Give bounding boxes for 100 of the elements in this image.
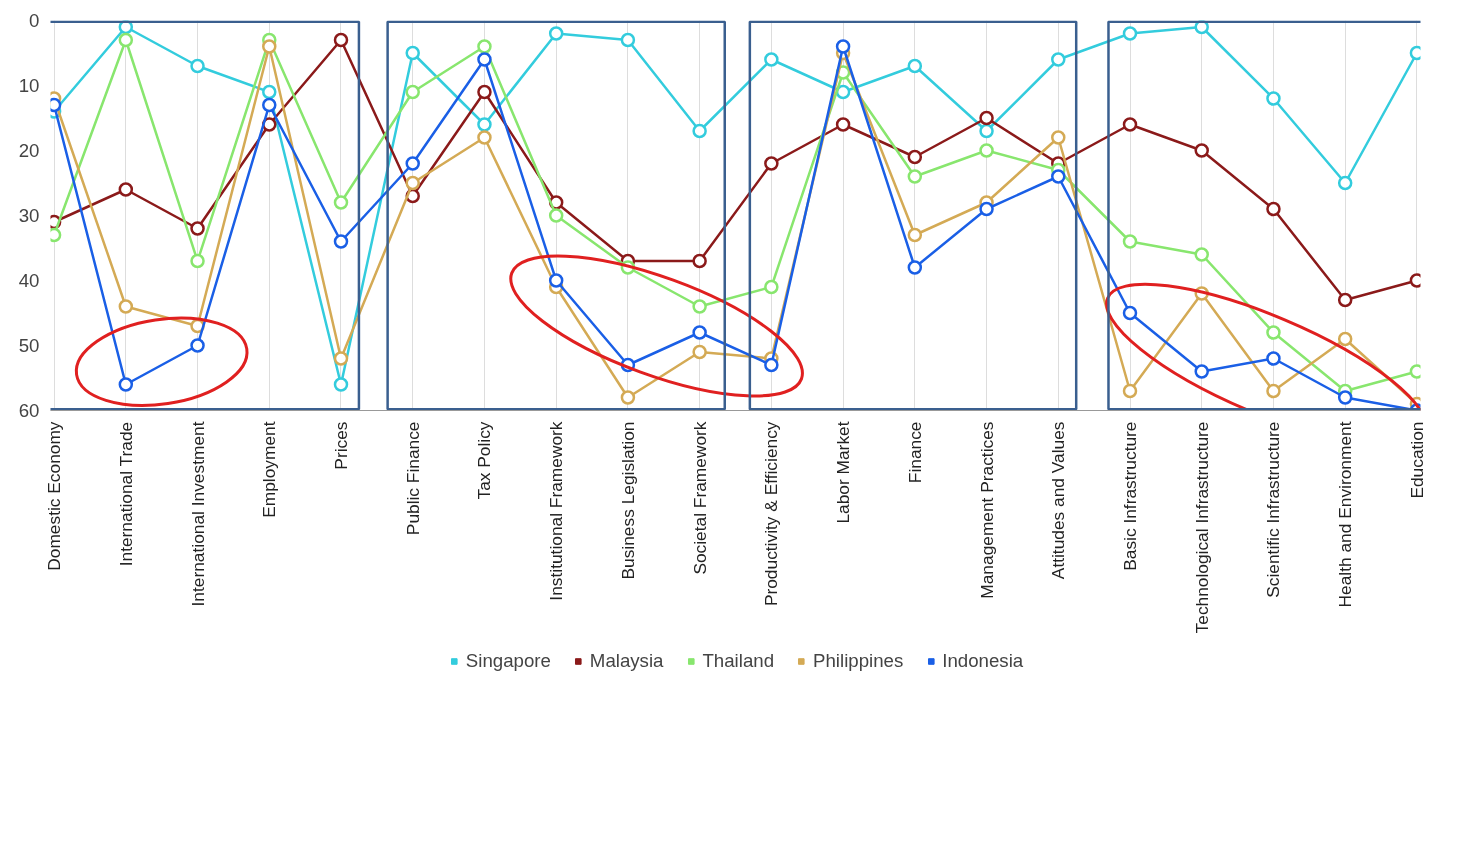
- x-tick-label: Institutional Framework: [546, 421, 567, 601]
- x-tick-label: Basic Infrastructure: [1120, 421, 1140, 571]
- point: [477, 84, 492, 100]
- x-tick-label: Business Legislation: [617, 421, 638, 580]
- y-tick-label: 20: [18, 140, 40, 161]
- point: [333, 32, 349, 48]
- legend-label: Indonesia: [942, 650, 1024, 672]
- point: [405, 156, 420, 171]
- point: [979, 110, 994, 126]
- point: [907, 260, 923, 275]
- point: [1194, 364, 1209, 379]
- point: [548, 26, 564, 41]
- point: [979, 143, 994, 158]
- point: [262, 84, 277, 100]
- x-tick-label: Technological Infrastructure: [1191, 421, 1212, 634]
- point: [405, 175, 420, 191]
- point: [764, 279, 779, 295]
- point: [692, 325, 707, 340]
- point: [1051, 52, 1066, 67]
- point: [405, 84, 420, 100]
- y-tick-label: 50: [18, 335, 40, 356]
- point: [1266, 383, 1281, 399]
- point: [405, 45, 420, 61]
- point: [118, 299, 134, 314]
- x-tick-label: Prices: [331, 421, 351, 470]
- x-tick-label: Societal Framework: [689, 421, 710, 575]
- x-tick-label: Scientific Infrastructure: [1263, 421, 1284, 598]
- point: [1337, 331, 1353, 347]
- point: [1266, 201, 1281, 217]
- point: [333, 234, 349, 249]
- point: [620, 390, 636, 405]
- point: [835, 117, 851, 132]
- point: [1266, 325, 1281, 340]
- point: [907, 169, 923, 184]
- point: [1194, 247, 1209, 262]
- x-tick-label: Employment: [259, 421, 280, 518]
- point: [333, 377, 349, 392]
- point: [333, 351, 349, 366]
- point: [764, 52, 779, 67]
- point: [907, 58, 923, 74]
- x-tick-label: Attitudes and Values: [1048, 421, 1069, 580]
- point: [1122, 26, 1138, 41]
- x-tick-label: Health and Environment: [1335, 421, 1356, 608]
- x-tick-label: Education: [1406, 421, 1427, 499]
- point: [979, 123, 994, 139]
- point: [190, 338, 205, 353]
- point: [477, 39, 492, 54]
- point: [262, 39, 277, 54]
- point: [1051, 130, 1066, 145]
- point: [692, 253, 707, 269]
- point: [1337, 175, 1353, 191]
- point: [907, 227, 923, 243]
- point: [1266, 351, 1281, 366]
- point: [1122, 383, 1138, 399]
- point: [548, 273, 564, 288]
- point: [1337, 292, 1353, 308]
- point: [1122, 234, 1138, 249]
- point: [548, 208, 564, 223]
- point: [118, 182, 134, 197]
- x-tick-label: International Trade: [115, 421, 136, 567]
- point: [692, 299, 707, 314]
- x-tick-label: Management Practices: [976, 421, 997, 599]
- legend-label: Singapore: [465, 650, 551, 672]
- x-tick-label: Labor Market: [833, 421, 854, 524]
- x-tick-label: International Investment: [187, 421, 208, 607]
- legend-label: Malaysia: [589, 650, 664, 672]
- point: [835, 39, 851, 54]
- x-tick-label: Domestic Economy: [44, 421, 65, 571]
- x-tick-label: Productivity & Efficiency: [761, 421, 782, 607]
- point: [907, 149, 923, 165]
- y-tick-label: 40: [18, 270, 40, 291]
- y-tick-label: 10: [18, 75, 40, 96]
- y-tick-label: 30: [18, 205, 40, 226]
- point: [333, 195, 349, 210]
- point: [1051, 169, 1066, 184]
- point: [477, 52, 492, 67]
- point: [835, 84, 851, 100]
- point: [477, 130, 492, 145]
- y-tick-label: 0: [29, 10, 40, 31]
- point: [764, 357, 779, 373]
- point: [190, 253, 205, 269]
- point: [1266, 91, 1281, 106]
- point: [620, 32, 636, 48]
- point: [1122, 117, 1138, 132]
- x-tick-label: Tax Policy: [474, 421, 495, 500]
- x-tick-label: Public Finance: [402, 421, 423, 536]
- point: [190, 221, 205, 236]
- point: [1122, 305, 1138, 321]
- point: [190, 58, 205, 74]
- x-tick-label: Finance: [904, 421, 925, 484]
- point: [692, 344, 707, 360]
- point: [1194, 143, 1209, 158]
- point: [262, 97, 277, 113]
- legend-label: Thailand: [702, 650, 775, 672]
- point: [118, 377, 134, 392]
- legend-label: Philippines: [813, 650, 904, 672]
- y-tick-label: 60: [18, 400, 40, 421]
- point: [764, 156, 779, 171]
- point: [1337, 390, 1353, 405]
- point: [979, 201, 994, 217]
